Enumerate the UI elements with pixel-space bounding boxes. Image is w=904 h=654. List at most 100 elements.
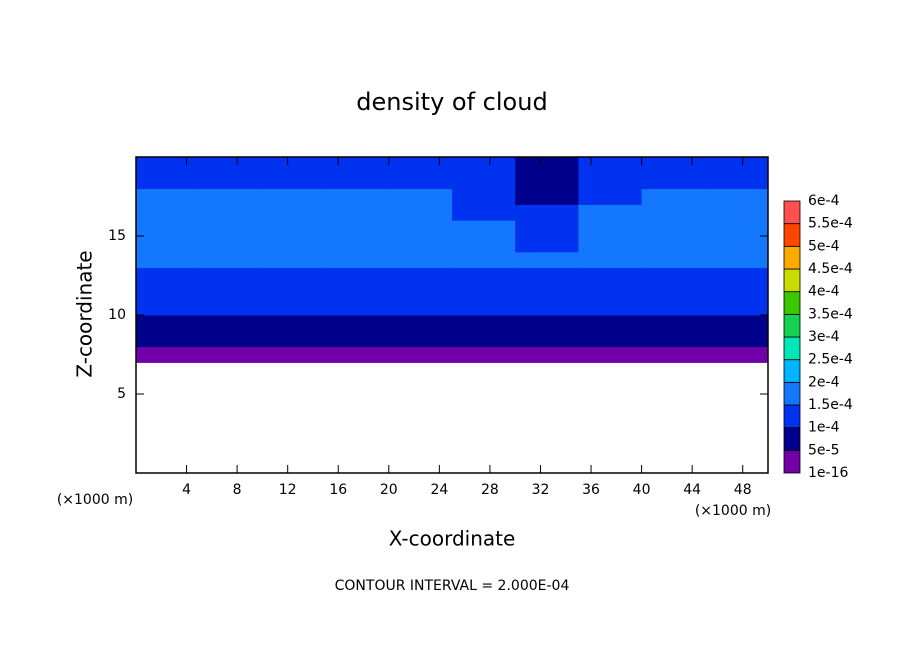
contour-cell (199, 157, 263, 174)
contour-cell (325, 220, 390, 237)
colorbar-swatch (783, 381, 801, 406)
contour-cell (262, 251, 327, 269)
contour-cell (641, 267, 706, 284)
x-axis-label: X-coordinate (389, 527, 516, 551)
contour-cell (452, 236, 516, 253)
contour-cell (388, 188, 453, 205)
contour-cell (578, 204, 643, 221)
contour-cell (452, 267, 516, 284)
contour-cell (704, 204, 769, 221)
colorbar-label: 5.5e-4 (808, 216, 853, 232)
contour-cell (136, 315, 200, 332)
contour-cell (262, 315, 327, 332)
contour-cell (578, 330, 643, 348)
contour-cell (515, 220, 579, 237)
contour-cell (388, 267, 453, 284)
contour-cell (641, 172, 706, 190)
y-tick-label: 5 (117, 386, 126, 402)
contour-cell (199, 346, 263, 363)
contour-cell (136, 204, 200, 221)
contour-cell (136, 157, 200, 174)
contour-cell (452, 204, 516, 221)
contour-cell (136, 267, 200, 284)
contour-cell (641, 188, 706, 205)
contour-cell (136, 330, 200, 348)
colorbar-swatch (783, 427, 801, 451)
contour-cell (641, 236, 706, 253)
colorbar-label: 5e-5 (808, 442, 839, 458)
contour-cell (704, 172, 769, 190)
contour-cell (325, 346, 390, 363)
colorbar-label: 1.5e-4 (808, 397, 853, 413)
contour-cell (388, 172, 453, 190)
contour-cell (515, 267, 579, 284)
contour-cell (136, 283, 200, 300)
contour-cell (515, 315, 579, 332)
contour-cell (388, 204, 453, 221)
contour-cell (199, 299, 263, 316)
contour-cell (388, 157, 453, 174)
contour-cell (578, 315, 643, 332)
x-tick-label: 40 (633, 482, 651, 498)
x-unit-right: (×1000 m) (695, 503, 771, 519)
y-tick-label: 15 (108, 228, 126, 244)
contour-cell (578, 251, 643, 269)
contour-cell (452, 188, 516, 205)
contour-cell (199, 188, 263, 205)
contour-cell (325, 157, 390, 174)
colorbar-swatch (783, 200, 801, 225)
contour-cell (325, 330, 390, 348)
contour-cell (515, 204, 579, 221)
contour-cell (641, 330, 706, 348)
contour-cell (704, 346, 769, 363)
colorbar-label: 1e-4 (808, 420, 840, 436)
colorbar-swatch (783, 404, 801, 429)
colorbar-swatch (783, 291, 801, 315)
contour-cell (262, 267, 327, 284)
colorbar-label: 2e-4 (808, 374, 840, 390)
contour-cell (136, 188, 200, 205)
contour-cell (262, 330, 327, 348)
x-unit-left: (×1000 m) (57, 492, 133, 508)
contour-cell (199, 267, 263, 284)
contour-cell (515, 236, 579, 253)
contour-cell (452, 299, 516, 316)
colorbar-label: 4.5e-4 (808, 261, 853, 277)
x-tick-label: 4 (182, 482, 191, 498)
contour-cell (641, 204, 706, 221)
contour-cell (704, 283, 769, 300)
contour-cell (704, 220, 769, 237)
colorbar-swatch (783, 223, 801, 247)
contour-cell (578, 299, 643, 316)
contour-cell (704, 267, 769, 284)
y-tick-label: 10 (108, 307, 126, 323)
contour-cell (262, 236, 327, 253)
contour-cell (452, 157, 516, 174)
colorbar-swatch (783, 313, 801, 338)
contour-cell (136, 220, 200, 237)
contour-cell (578, 283, 643, 300)
colorbar-label: 5e-4 (808, 238, 840, 254)
colorbar-label: 6e-4 (808, 193, 840, 209)
contour-cell (515, 346, 579, 363)
contour-cell (704, 251, 769, 269)
colorbar-swatch (783, 449, 801, 474)
contour-cell (262, 204, 327, 221)
contour-cell (388, 283, 453, 300)
contour-cell (578, 346, 643, 363)
contour-cell (704, 236, 769, 253)
contour-cell (262, 172, 327, 190)
contour-cell (262, 299, 327, 316)
contour-cell (641, 283, 706, 300)
contour-cell (452, 172, 516, 190)
x-tick-label: 48 (734, 482, 752, 498)
contour-cell (262, 188, 327, 205)
colorbar-swatch (783, 359, 801, 383)
contour-cell (578, 157, 643, 174)
contour-cell (325, 251, 390, 269)
contour-cell (515, 157, 579, 174)
contour-cell (452, 330, 516, 348)
contour-cell (199, 330, 263, 348)
contour-cell (136, 236, 200, 253)
